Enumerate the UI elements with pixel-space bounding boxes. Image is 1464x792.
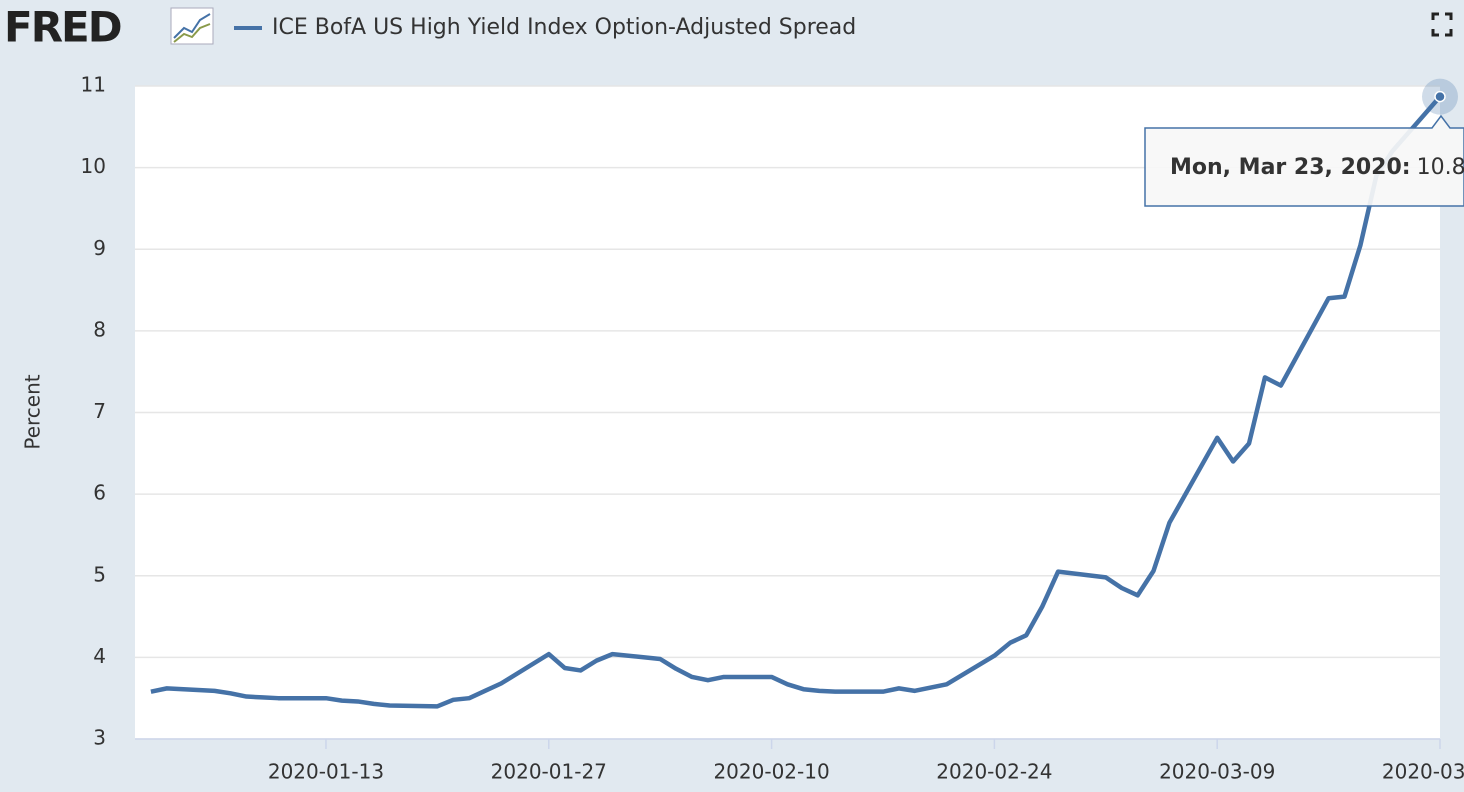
- hover-point: [1434, 90, 1446, 103]
- tooltip: Mon, Mar 23, 2020:10.87: [1144, 114, 1464, 207]
- x-tick-label: 2020-02-10: [713, 760, 829, 784]
- series-line: [150, 95, 1442, 709]
- y-tick-label: 9: [93, 236, 106, 260]
- y-tick-label: 10: [81, 154, 106, 178]
- logo: FRED: [4, 3, 121, 52]
- y-tick-label: 5: [93, 562, 106, 586]
- y-tick-label: 4: [93, 644, 106, 668]
- y-tick-label: 3: [93, 726, 106, 750]
- y-tick-label: 8: [93, 317, 106, 341]
- logo-icon: [170, 7, 214, 45]
- y-tick-label: 7: [93, 399, 106, 423]
- y-tick-label: 11: [81, 73, 106, 97]
- x-tick-label: 2020-03-23: [1382, 760, 1464, 784]
- x-tick-label: 2020-03-09: [1159, 760, 1275, 784]
- tooltip-value: 10.87: [1417, 155, 1464, 180]
- x-tick-label: 2020-01-13: [268, 760, 384, 784]
- fullscreen-icon[interactable]: [1431, 12, 1453, 37]
- tooltip-date: Mon, Mar 23, 2020:: [1170, 155, 1411, 180]
- x-tick-label: 2020-01-27: [491, 760, 607, 784]
- legend-label: ICE BofA US High Yield Index Option-Adju…: [272, 15, 856, 40]
- tooltip-box: [1144, 114, 1464, 207]
- tooltip-text: Mon, Mar 23, 2020:10.87: [1170, 155, 1464, 180]
- x-tick-label: 2020-02-24: [936, 760, 1052, 784]
- y-axis-label: Percent: [21, 374, 45, 449]
- y-tick-label: 6: [93, 481, 106, 505]
